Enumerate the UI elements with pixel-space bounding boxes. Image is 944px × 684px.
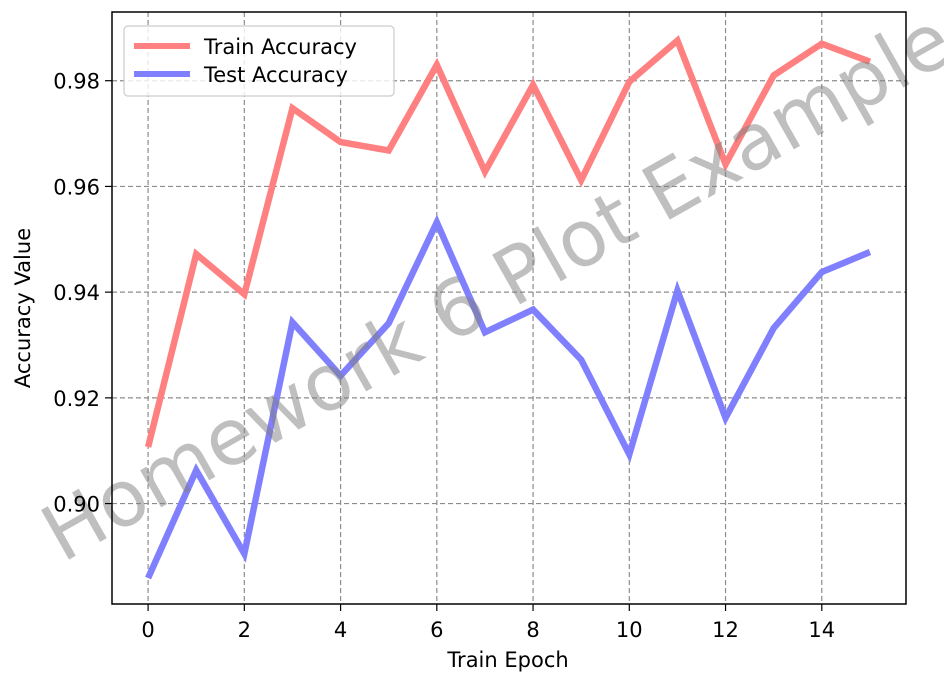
plot-area-frame (111, 11, 907, 605)
legend-label-train: Train Accuracy (203, 35, 357, 59)
x-tick-label: 2 (238, 618, 251, 642)
x-tick-label: 14 (808, 618, 835, 642)
series-line-train-accuracy (144, 35, 872, 448)
y-tick-label: 0.94 (53, 281, 100, 305)
legend-box (123, 25, 395, 97)
x-tick-label: 4 (334, 618, 347, 642)
series-lines (144, 35, 872, 580)
x-tick-label: 8 (526, 618, 539, 642)
legend: Train Accuracy Test Accuracy (123, 25, 395, 97)
series-line-test-accuracy (145, 214, 872, 580)
x-tick-label: 12 (712, 618, 739, 642)
x-tick-label: 0 (141, 618, 154, 642)
x-tick-label: 10 (616, 618, 643, 642)
y-tick-label: 0.98 (53, 70, 100, 94)
y-tick-label: 0.92 (53, 387, 100, 411)
axis-ticks: 0 2 4 6 8 10 12 14 0.90 0.92 0.94 0.96 0.98 (53, 70, 835, 642)
y-axis-label: Accuracy Value (11, 228, 35, 388)
legend-label-test: Test Accuracy (203, 63, 348, 87)
x-axis-label: Train Epoch (446, 648, 568, 672)
y-tick-label: 0.90 (53, 493, 100, 517)
y-tick-label: 0.96 (53, 175, 100, 199)
x-tick-label: 6 (430, 618, 443, 642)
